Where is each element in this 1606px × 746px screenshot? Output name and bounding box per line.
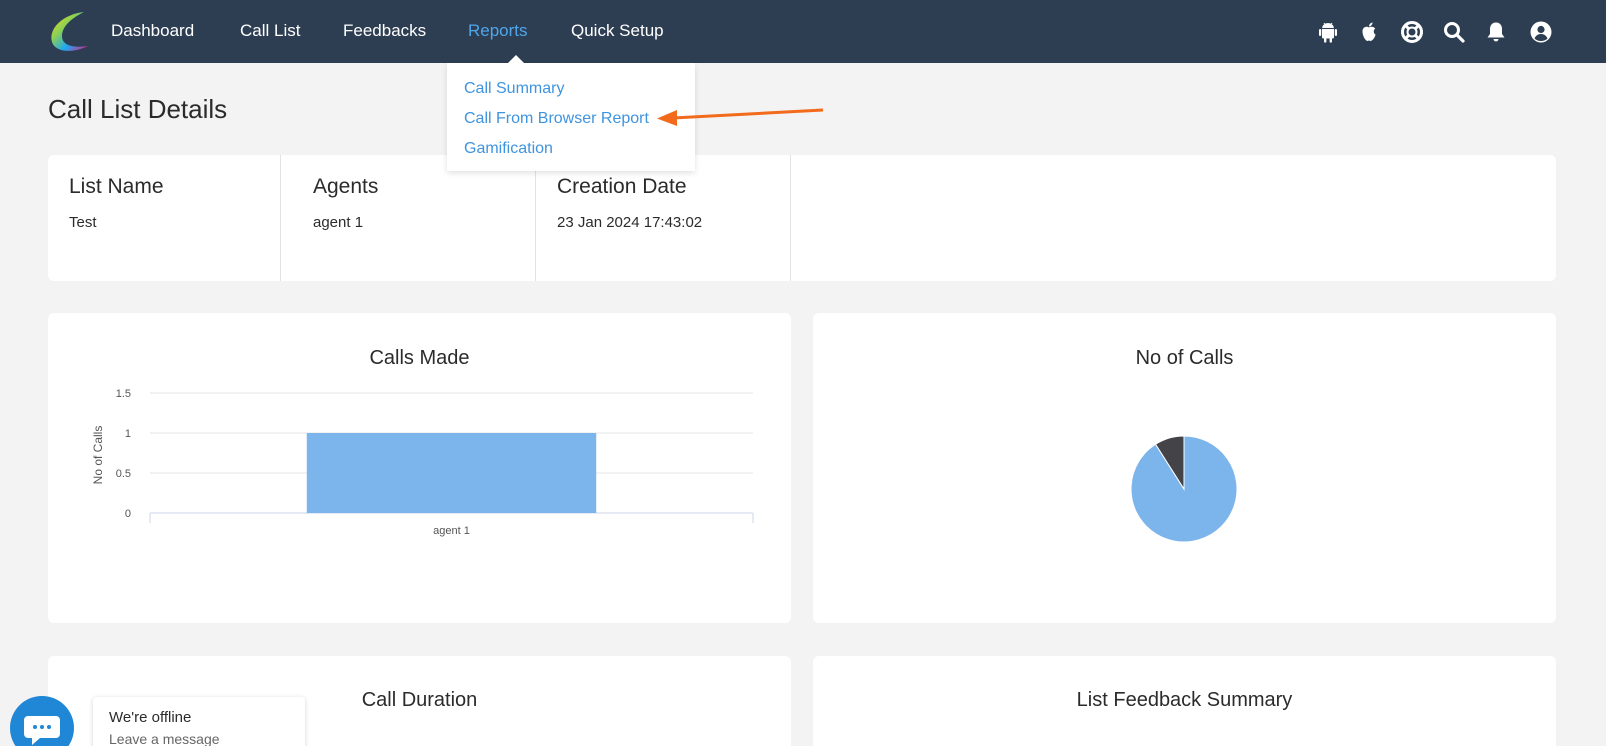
y-tick-label: 0.5 xyxy=(116,468,131,480)
nav-feedbacks[interactable]: Feedbacks xyxy=(343,21,427,40)
list-details-card: List Name Test Agents agent 1 Creation D… xyxy=(48,155,1556,281)
x-tick-label: agent 1 xyxy=(433,525,470,537)
call-duration-title: Call Duration xyxy=(361,689,478,711)
menu-item-call-from-browser-report[interactable]: Call From Browser Report xyxy=(464,110,649,127)
list-feedback-summary-title: List Feedback Summary xyxy=(1076,689,1293,711)
annotation-arrow xyxy=(657,108,824,126)
no-of-calls-title: No of Calls xyxy=(1135,347,1234,369)
creation-date-section: Creation Date 23 Jan 2024 17:43:02 xyxy=(536,155,791,281)
reports-dropdown-menu: Call Summary Call From Browser Report Ga… xyxy=(447,63,695,171)
top-navbar: Dashboard Call List Feedbacks Reports Qu… xyxy=(0,0,1606,63)
bar xyxy=(306,433,597,513)
support-icon[interactable] xyxy=(1400,20,1424,44)
page-title: Call List Details xyxy=(48,94,228,124)
chat-offline-bubble[interactable]: We're offline Leave a message xyxy=(93,697,305,746)
user-icon[interactable] xyxy=(1529,20,1553,44)
dropdown-caret xyxy=(508,55,524,63)
list-feedback-summary-panel: List Feedback Summary xyxy=(813,656,1556,746)
bell-icon[interactable] xyxy=(1484,20,1508,44)
search-icon[interactable] xyxy=(1442,20,1466,44)
calls-made-chart: 0 0.5 1 1.5 agent 1 No of Calls xyxy=(91,388,754,537)
no-of-calls-panel: No of Calls xyxy=(813,313,1556,623)
nav-quick-setup[interactable]: Quick Setup xyxy=(571,21,664,40)
nav-reports[interactable]: Reports xyxy=(468,21,528,40)
agents-value: agent 1 xyxy=(313,214,364,231)
list-name-label: List Name xyxy=(69,175,164,198)
nav-call-list[interactable]: Call List xyxy=(240,21,301,40)
list-name-section: List Name Test xyxy=(48,155,281,281)
chat-icon xyxy=(24,716,60,745)
pie-slice xyxy=(1154,435,1185,491)
agents-label: Agents xyxy=(313,175,379,198)
y-tick-label: 1.5 xyxy=(116,388,131,400)
calls-made-panel: Calls Made 0 0.5 1 1.5 agent 1 No of Calls xyxy=(48,313,791,623)
android-icon[interactable] xyxy=(1316,20,1340,44)
no-of-calls-chart xyxy=(1130,435,1238,543)
menu-item-call-summary[interactable]: Call Summary xyxy=(464,80,565,97)
creation-date-label: Creation Date xyxy=(557,175,687,198)
y-axis-label: No of Calls xyxy=(91,426,105,485)
agents-section: Agents agent 1 xyxy=(281,155,536,281)
y-tick-label: 0 xyxy=(125,508,131,520)
list-name-value: Test xyxy=(69,214,97,231)
y-tick-label: 1 xyxy=(125,428,131,440)
chat-status-text: We're offline xyxy=(109,709,192,726)
app-logo[interactable] xyxy=(46,8,90,54)
menu-item-gamification[interactable]: Gamification xyxy=(464,140,553,157)
chat-launcher-button[interactable] xyxy=(10,696,74,746)
nav-dashboard[interactable]: Dashboard xyxy=(111,21,195,40)
calls-made-title: Calls Made xyxy=(369,347,470,369)
chat-leave-message-text: Leave a message xyxy=(109,731,220,746)
pie-slice xyxy=(1130,435,1238,543)
apple-icon[interactable] xyxy=(1357,20,1381,44)
creation-date-value: 23 Jan 2024 17:43:02 xyxy=(557,214,703,231)
